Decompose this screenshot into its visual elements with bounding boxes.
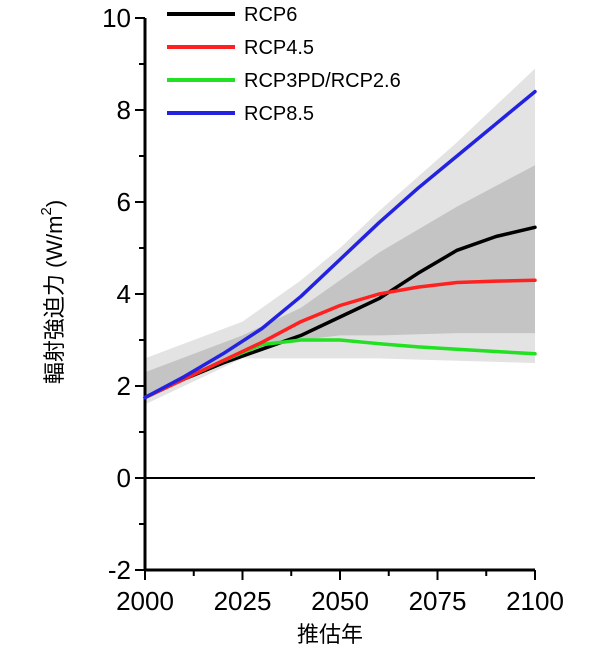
legend-label: RCP3PD/RCP2.6	[244, 70, 401, 92]
x-axis-title: 推估年	[297, 622, 363, 647]
series-lines	[143, 89, 537, 400]
tick-marks: -2 0 2 4 6 8 10 2000 2025 2050 2075 2100	[102, 3, 564, 616]
y-axis-title: 輻射強迫力 (W/m2)	[38, 200, 67, 384]
x-tick-label: 2025	[214, 586, 272, 616]
uncertainty-bands	[145, 68, 535, 405]
y-tick-label: 4	[117, 279, 131, 309]
x-tick-label: 2100	[506, 586, 564, 616]
y-axis-title-main: 輻射強迫力 (W/m	[42, 216, 67, 385]
series-line-rcp8-5	[143, 89, 537, 400]
legend-label: RCP4.5	[244, 37, 314, 59]
y-tick-label: 8	[117, 95, 131, 125]
y-tick-label: 10	[102, 3, 131, 33]
x-tick-label: 2000	[116, 586, 174, 616]
x-tick-label: 2050	[311, 586, 369, 616]
x-tick-label: 2075	[409, 586, 467, 616]
legend: RCP6 RCP4.5 RCP3PD/RCP2.6 RCP8.5	[167, 4, 401, 125]
y-axis-title-superscript: 2	[38, 207, 55, 215]
series-line-rcp4-5	[143, 278, 537, 400]
y-tick-label: 0	[117, 463, 131, 493]
y-tick-label: -2	[108, 555, 131, 585]
y-tick-label: 2	[117, 371, 131, 401]
legend-label: RCP6	[244, 4, 297, 26]
legend-label: RCP8.5	[244, 103, 314, 125]
y-axis-title-close: )	[42, 200, 67, 207]
y-tick-label: 6	[117, 187, 131, 217]
